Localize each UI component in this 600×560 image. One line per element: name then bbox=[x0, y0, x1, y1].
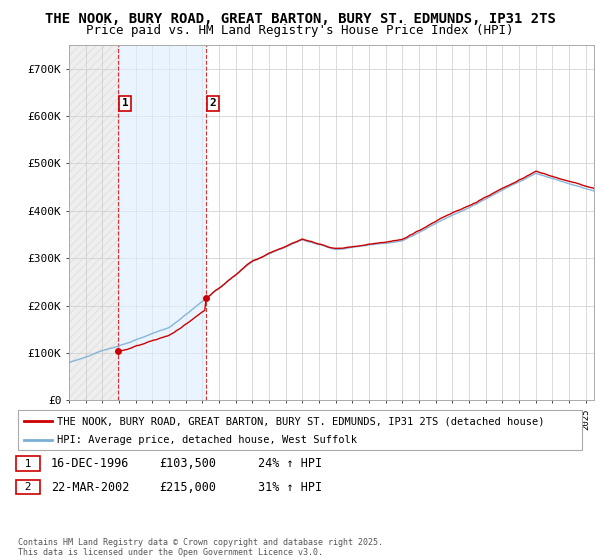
Text: £103,500: £103,500 bbox=[159, 457, 216, 470]
FancyBboxPatch shape bbox=[18, 410, 582, 450]
Text: HPI: Average price, detached house, West Suffolk: HPI: Average price, detached house, West… bbox=[58, 435, 358, 445]
Text: 22-MAR-2002: 22-MAR-2002 bbox=[51, 480, 130, 494]
Text: 2: 2 bbox=[18, 482, 38, 492]
Bar bbox=[69, 45, 118, 400]
Text: Price paid vs. HM Land Registry's House Price Index (HPI): Price paid vs. HM Land Registry's House … bbox=[86, 24, 514, 36]
Text: 16-DEC-1996: 16-DEC-1996 bbox=[51, 457, 130, 470]
Text: 2: 2 bbox=[209, 99, 216, 109]
Text: 1: 1 bbox=[122, 99, 128, 109]
Text: THE NOOK, BURY ROAD, GREAT BARTON, BURY ST. EDMUNDS, IP31 2TS (detached house): THE NOOK, BURY ROAD, GREAT BARTON, BURY … bbox=[58, 416, 545, 426]
Text: THE NOOK, BURY ROAD, GREAT BARTON, BURY ST. EDMUNDS, IP31 2TS: THE NOOK, BURY ROAD, GREAT BARTON, BURY … bbox=[44, 12, 556, 26]
Text: 24% ↑ HPI: 24% ↑ HPI bbox=[258, 457, 322, 470]
Text: Contains HM Land Registry data © Crown copyright and database right 2025.
This d: Contains HM Land Registry data © Crown c… bbox=[18, 538, 383, 557]
Text: £215,000: £215,000 bbox=[159, 480, 216, 494]
Text: 31% ↑ HPI: 31% ↑ HPI bbox=[258, 480, 322, 494]
Text: 1: 1 bbox=[18, 459, 38, 469]
Bar bbox=[118, 45, 206, 400]
